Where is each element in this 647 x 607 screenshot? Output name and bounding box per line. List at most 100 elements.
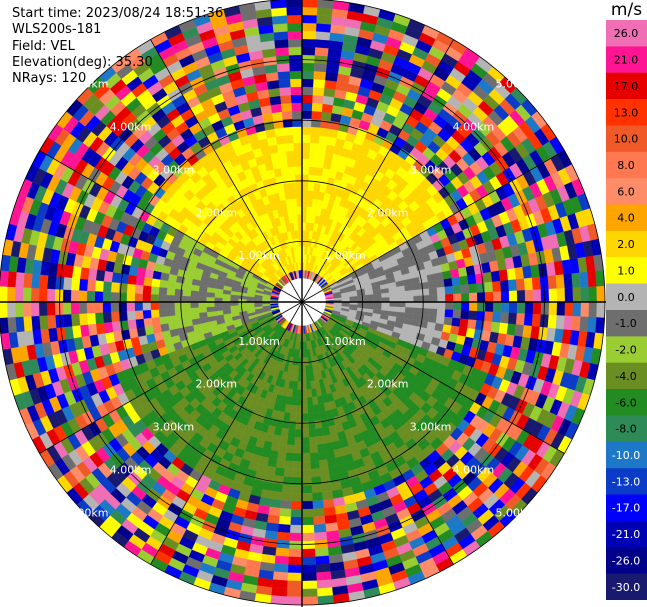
velocity-gate bbox=[313, 531, 328, 542]
velocity-gate bbox=[516, 290, 526, 303]
range-label: 1.00km bbox=[238, 335, 280, 348]
velocity-gate bbox=[313, 78, 326, 89]
velocity-gate bbox=[206, 296, 215, 303]
velocity-gate bbox=[286, 588, 303, 598]
velocity-gate bbox=[289, 412, 297, 422]
range-label: 4.00km bbox=[110, 121, 152, 134]
velocity-gate bbox=[490, 270, 501, 283]
velocity-gate bbox=[563, 315, 573, 331]
velocity-gate bbox=[278, 78, 291, 89]
velocity-gate bbox=[276, 531, 291, 542]
velocity-gate bbox=[564, 301, 574, 317]
velocity-gate bbox=[62, 289, 72, 303]
velocity-gate bbox=[301, 182, 309, 191]
velocity-gate bbox=[547, 275, 557, 290]
velocity-gate bbox=[301, 38, 316, 48]
velocity-gate bbox=[134, 310, 144, 320]
velocity-gate bbox=[301, 469, 312, 478]
velocity-gate bbox=[296, 190, 303, 199]
velocity-gate bbox=[174, 295, 183, 303]
velocity-gate bbox=[451, 317, 461, 328]
velocity-gate bbox=[274, 127, 285, 137]
velocity-gate bbox=[127, 274, 137, 285]
velocity-gate bbox=[315, 427, 324, 437]
velocity-gate bbox=[31, 273, 41, 289]
velocity-gate bbox=[428, 287, 438, 296]
velocity-gate bbox=[307, 182, 315, 192]
velocity-gate bbox=[296, 198, 303, 207]
velocity-gate bbox=[311, 484, 323, 494]
velocity-gate bbox=[102, 301, 112, 313]
velocity-gate bbox=[484, 301, 494, 313]
velocity-gate bbox=[556, 301, 566, 316]
velocity-gate bbox=[281, 484, 293, 494]
velocity-gate bbox=[269, 498, 282, 509]
velocity-gate bbox=[54, 288, 64, 303]
velocity-gate bbox=[532, 301, 542, 315]
colorbar-tick-label: 6.0 bbox=[617, 185, 635, 198]
velocity-gate bbox=[283, 126, 294, 136]
velocity-gate bbox=[306, 198, 313, 207]
velocity-gate bbox=[580, 286, 590, 303]
velocity-gate bbox=[482, 321, 493, 333]
velocity-gate bbox=[468, 283, 478, 294]
velocity-gate bbox=[412, 283, 422, 291]
velocity-gate bbox=[190, 312, 200, 320]
velocity-gate bbox=[306, 389, 313, 398]
velocity-gate bbox=[86, 301, 96, 314]
velocity-gate bbox=[269, 95, 282, 106]
velocity-gate bbox=[310, 468, 321, 478]
velocity-gate bbox=[286, 14, 303, 24]
velocity-gate bbox=[291, 492, 303, 502]
velocity-gate bbox=[206, 301, 215, 308]
velocity-gate bbox=[555, 315, 565, 330]
velocity-gate bbox=[301, 158, 310, 167]
velocity-gate bbox=[397, 291, 406, 298]
velocity-gate bbox=[143, 276, 153, 287]
velocity-gate bbox=[270, 103, 283, 114]
start-time: Start time: 2023/08/24 18:51:36 bbox=[12, 6, 224, 21]
velocity-gate bbox=[484, 311, 494, 323]
velocity-gate bbox=[39, 274, 49, 289]
velocity-gate bbox=[524, 301, 534, 315]
velocity-gate bbox=[482, 271, 493, 283]
velocity-gate bbox=[306, 397, 313, 406]
velocity-gate bbox=[321, 490, 334, 501]
velocity-gate bbox=[436, 286, 446, 296]
velocity-gate bbox=[295, 182, 303, 191]
velocity-gate bbox=[206, 306, 215, 313]
velocity-gate bbox=[86, 290, 96, 303]
velocity-gate bbox=[94, 301, 104, 314]
velocity-gate bbox=[6, 301, 16, 318]
velocity-gate bbox=[444, 286, 454, 295]
velocity-gate bbox=[288, 38, 303, 48]
velocity-gate bbox=[301, 389, 308, 398]
velocity-gate bbox=[317, 0, 334, 9]
velocity-gate bbox=[313, 515, 326, 526]
velocity-gate bbox=[285, 142, 295, 152]
velocity-gate bbox=[167, 315, 177, 324]
range-label: 1.00km bbox=[324, 249, 366, 262]
velocity-gate bbox=[427, 315, 437, 324]
velocity-gate bbox=[309, 444, 318, 454]
velocity-gate bbox=[301, 94, 314, 104]
velocity-gate bbox=[312, 404, 320, 414]
velocity-gate bbox=[174, 301, 183, 309]
velocity-gate bbox=[15, 316, 25, 333]
velocity-gate bbox=[492, 291, 502, 303]
colorbar-unit: m/s bbox=[610, 0, 643, 20]
velocity-gate bbox=[151, 278, 161, 288]
velocity-gate bbox=[291, 397, 298, 406]
velocity-gate bbox=[285, 452, 295, 462]
velocity-gate bbox=[301, 516, 314, 526]
velocity-gate bbox=[290, 500, 303, 510]
velocity-gate bbox=[445, 301, 454, 311]
velocity-gate bbox=[70, 313, 81, 327]
velocity-gate bbox=[287, 572, 303, 582]
velocity-gate bbox=[290, 94, 303, 104]
velocity-gate bbox=[290, 404, 297, 414]
velocity-gate bbox=[292, 214, 298, 223]
velocity-gate bbox=[445, 293, 454, 303]
velocity-gate bbox=[144, 325, 154, 336]
velocity-gate bbox=[429, 294, 438, 303]
